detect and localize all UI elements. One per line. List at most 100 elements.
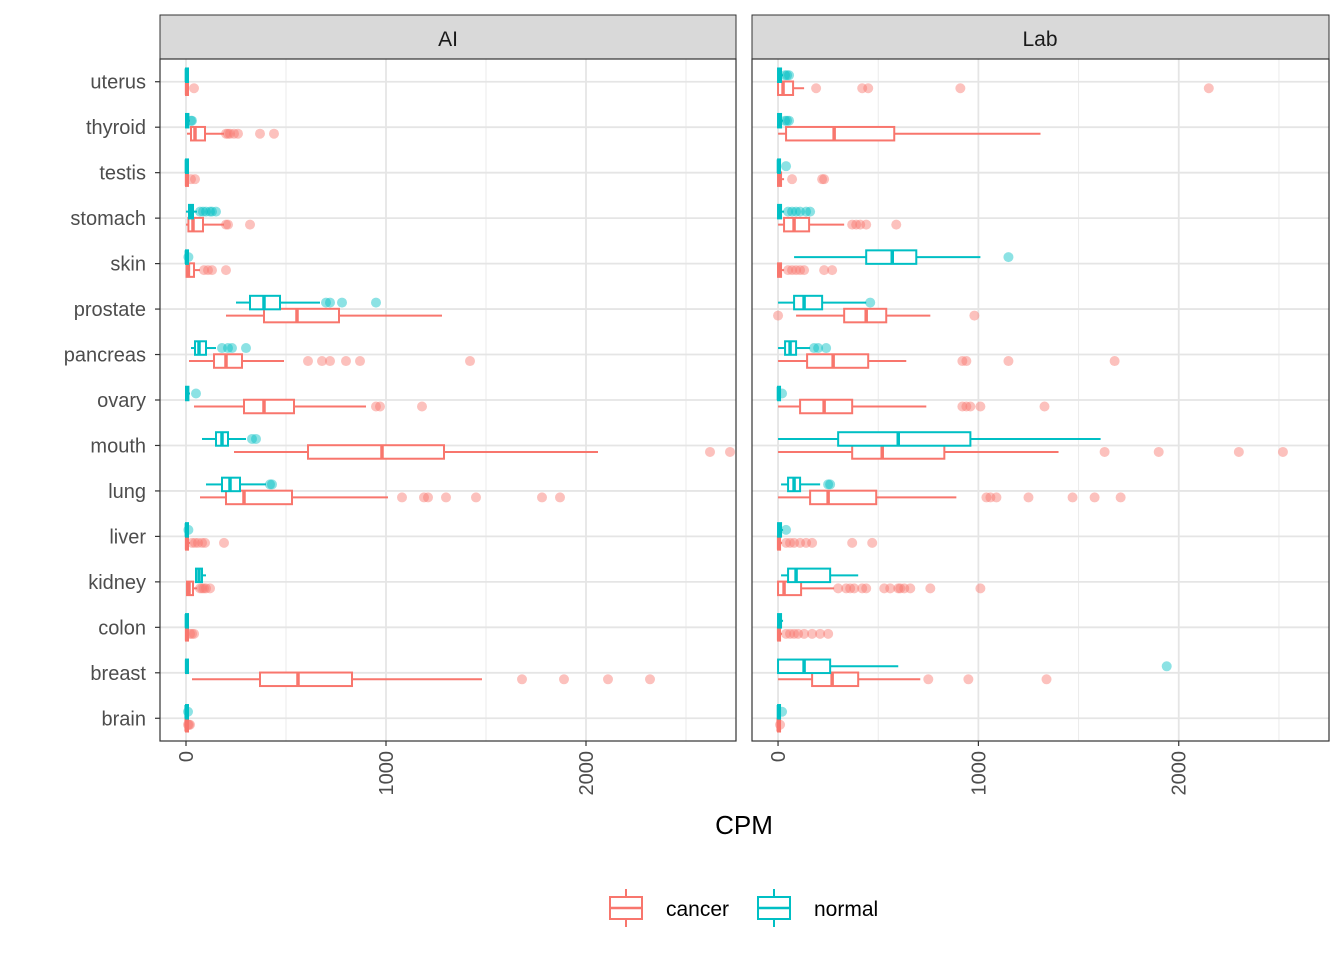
- outlier-point: [963, 674, 974, 685]
- outlier-point: [785, 537, 796, 548]
- outlier-point: [815, 628, 826, 639]
- outlier-point: [1233, 446, 1244, 457]
- outlier-point: [555, 492, 565, 503]
- outlier-point: [1109, 356, 1120, 367]
- box-iqr: [811, 671, 860, 688]
- box-uterus-normal: [777, 67, 795, 83]
- outlier-point: [269, 128, 279, 139]
- outlier-point: [465, 356, 475, 367]
- outlier-point: [229, 128, 239, 139]
- outlier-point: [705, 446, 715, 457]
- outlier-point: [807, 537, 818, 548]
- outlier-point: [233, 128, 243, 139]
- outlier-point: [785, 628, 796, 639]
- outlier-point: [190, 537, 200, 548]
- box-iqr: [783, 216, 811, 233]
- box-thyroid-cancer: [778, 125, 1041, 142]
- outlier-point: [397, 492, 407, 503]
- outlier-point: [861, 583, 872, 594]
- y-tick-label-kidney: kidney: [88, 572, 146, 594]
- x-tick-label: 1000: [376, 751, 398, 796]
- x-tick-label: 2000: [1169, 751, 1191, 796]
- outlier-point: [517, 674, 527, 685]
- outlier-point: [791, 265, 802, 276]
- x-tick-label: 0: [768, 751, 790, 762]
- outlier-point: [965, 401, 976, 412]
- outlier-point: [801, 537, 812, 548]
- outlier-point: [775, 719, 786, 730]
- outlier-point: [201, 583, 211, 594]
- outlier-point: [847, 537, 858, 548]
- y-tick-label-pancreas: pancreas: [64, 345, 146, 367]
- outlier-point: [817, 174, 828, 185]
- outlier-point: [895, 583, 906, 594]
- outlier-point: [985, 492, 996, 503]
- outlier-point: [203, 265, 213, 276]
- outlier-point: [799, 628, 810, 639]
- outlier-point: [223, 128, 233, 139]
- x-tick-label: 2000: [576, 751, 598, 796]
- outlier-point: [255, 128, 265, 139]
- outlier-point: [187, 115, 197, 126]
- box-liver-normal: [777, 522, 792, 538]
- box-colon-normal: [184, 613, 189, 629]
- outlier-point: [197, 583, 207, 594]
- outlier-point: [355, 356, 365, 367]
- box-iqr: [259, 671, 353, 688]
- outlier-point: [925, 583, 936, 594]
- box-iqr: [837, 431, 972, 447]
- outlier-point: [849, 583, 860, 594]
- box-iqr: [777, 80, 795, 96]
- outlier-point: [603, 674, 613, 685]
- outlier-point: [1115, 492, 1126, 503]
- outlier-point: [197, 537, 207, 548]
- outlier-point: [957, 401, 968, 412]
- box-prostate-normal: [236, 294, 381, 311]
- outlier-point: [225, 128, 235, 139]
- box-iqr: [190, 125, 206, 142]
- outlier-point: [191, 388, 201, 399]
- outlier-point: [1161, 661, 1172, 672]
- outlier-point: [787, 174, 798, 185]
- box-kidney-cancer: [186, 580, 215, 597]
- y-tick-label-liver: liver: [109, 526, 146, 548]
- outlier-point: [1003, 356, 1014, 367]
- outlier-point: [241, 343, 251, 354]
- outlier-point: [787, 206, 798, 217]
- panel-title-ai: AI: [438, 28, 458, 51]
- box-iqr: [307, 444, 445, 460]
- outlier-point: [784, 70, 795, 81]
- box-brain-normal: [183, 704, 193, 720]
- outlier-point: [1039, 401, 1050, 412]
- box-iqr: [185, 262, 196, 278]
- outlier-point: [423, 492, 433, 503]
- outlier-point: [221, 219, 231, 230]
- box-mouth-normal: [202, 431, 261, 447]
- x-axis: 0 1000 2000 0 1000 2000: [176, 741, 1191, 796]
- box-pancreas-normal: [191, 340, 251, 356]
- panel-strip-ai: [159, 14, 737, 60]
- legend-key-normal: [757, 889, 791, 927]
- box-iqr: [263, 307, 340, 324]
- outlier-point: [905, 583, 916, 594]
- outlier-point: [183, 524, 194, 535]
- outlier-point: [325, 297, 335, 308]
- outlier-point: [893, 583, 904, 594]
- outlier-point: [773, 310, 784, 321]
- outlier-point: [183, 706, 193, 717]
- box-breast-normal: [777, 658, 1172, 675]
- panel-title-lab: Lab: [1022, 28, 1057, 51]
- outlier-point: [961, 401, 972, 412]
- box-skin-cancer: [777, 262, 838, 278]
- box-thyroid-normal: [185, 112, 197, 129]
- box-ovary-normal: [185, 385, 201, 402]
- outlier-point: [833, 583, 844, 594]
- outlier-point: [809, 343, 820, 354]
- outlier-point: [221, 128, 231, 139]
- outlier-point: [223, 219, 233, 230]
- outlier-point: [1023, 492, 1034, 503]
- outlier-point: [787, 265, 798, 276]
- outlier-point: [819, 265, 830, 276]
- outlier-point: [645, 674, 655, 685]
- outlier-point: [205, 583, 215, 594]
